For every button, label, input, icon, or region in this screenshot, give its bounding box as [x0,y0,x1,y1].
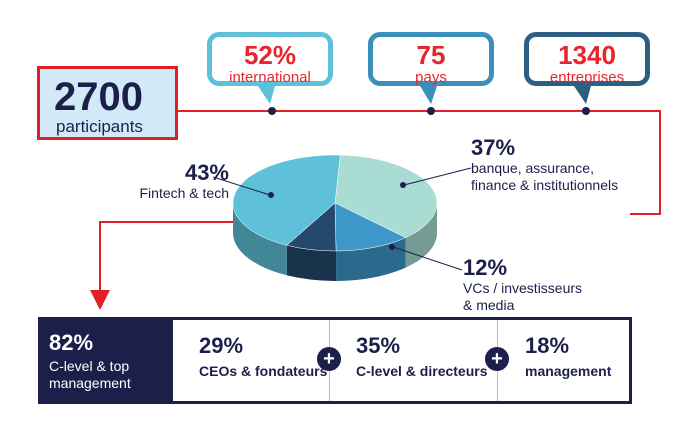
stat-value: 1340 [558,40,616,70]
slice-pct: 12% [463,255,508,280]
bubble-pointer-2 [420,86,437,104]
pie-side-1 [405,203,437,268]
red-down-line [99,221,262,292]
management-main-label-line-1: C-level & top [49,358,130,374]
stat-value: 52% [243,40,297,70]
connector-dot-1 [268,107,276,115]
leader-line-vc [392,246,463,271]
bubble-pointer-1 [258,86,275,104]
stat-bubble-international: 52% international [207,32,333,86]
stat-label: entreprises [549,69,625,86]
slice-text-line-2: finance & institutionnels [471,177,619,193]
segment-label: management [525,363,612,379]
segment-value: 35% [356,333,401,358]
slice-text-line-1: banque, assurance, [471,160,594,176]
slice-label-fintech: 43% Fintech & tech [109,160,230,202]
management-summary: 82% C-level & top management [41,320,173,401]
leader-dot-vc [389,244,395,250]
stat-label: international [229,69,311,86]
segment-value: 29% [199,333,244,358]
slice-text-line-1: VCs / investisseurs [463,280,583,296]
plus-icon: + [317,347,341,371]
total-value: 2700 [54,75,143,119]
total-participants-box: 2700 participants [37,66,178,140]
slice-pct: 37% [471,135,516,160]
pie-side-2 [336,237,406,281]
pie-chart [232,154,438,281]
leader-dot-bank [400,182,406,188]
stat-value: 75 [416,40,446,70]
leader-dot-fintech [268,192,274,198]
segment-label: CEOs & fondateurs [199,363,328,379]
pie-slice-2 [334,202,407,252]
bubble-pointer-3 [574,86,591,104]
total-label: participants [56,117,143,136]
plus-icon: + [485,347,509,371]
segment-value: 18% [525,333,570,358]
segment-management: 18% management [525,334,611,380]
red-down-arrow [90,290,110,310]
slice-label-banque: 37% banque, assurance, finance & institu… [471,136,618,194]
stat-label: pays [415,69,447,86]
slice-text: Fintech & tech [139,185,230,201]
pie-slice-1 [334,154,438,238]
stat-bubble-entreprises: 1340 entreprises [524,32,650,86]
management-main-label-line-2: management [49,375,131,391]
segment-label: C-level & directeurs [356,363,488,379]
connector-dot-3 [582,107,590,115]
pie-side-0 [233,203,287,276]
pie-slice-0 [232,154,341,246]
leader-line-fintech [212,176,271,196]
slice-text-line-2: & media [463,297,515,313]
management-main-label: C-level & top management [49,358,171,392]
slice-label-vcs: 12% VCs / investisseurs & media [463,256,582,314]
leader-line-bank [403,167,472,186]
segment-ceos: 29% CEOs & fondateurs [199,334,327,380]
management-main-value: 82% [49,330,94,355]
slice-pct: 43% [184,160,229,185]
connector-dot-2 [427,107,435,115]
pie-side-3 [286,245,337,281]
red-connector-line [178,110,661,215]
stat-bubble-pays: 75 pays [368,32,494,86]
management-panel: 82% C-level & top management 29% CEOs & … [38,317,632,404]
segment-clevel: 35% C-level & directeurs [356,334,488,380]
